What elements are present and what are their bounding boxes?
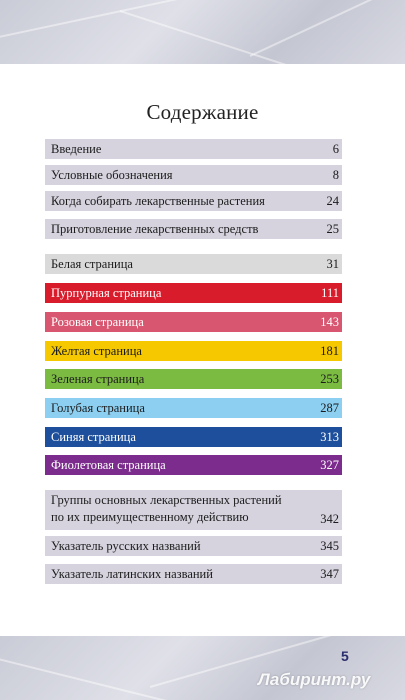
toc-entry-label: Указатель латинских названий: [51, 566, 213, 581]
toc-entry-page: 313: [320, 429, 339, 444]
toc-entry-page: 143: [320, 314, 339, 329]
page-title: Содержание: [146, 100, 259, 124]
toc-entry-harvest[interactable]: Когда собирать лекарственные растения 24: [45, 191, 342, 211]
toc-entry-page: 287: [320, 400, 339, 415]
toc-entry-label: Синяя страница: [51, 429, 136, 444]
toc-entry-symbols[interactable]: Условные обозначения 8: [45, 165, 342, 185]
toc-entry-label: Фиолетовая страница: [51, 457, 166, 472]
leaf-texture-bottom: [0, 636, 405, 700]
toc-entry-label: Розовая страница: [51, 314, 144, 329]
toc-entry-label: Указатель русских названий: [51, 538, 201, 553]
toc-entry-page: 345: [320, 538, 339, 553]
toc-entry-label: Пурпурная страница: [51, 285, 162, 300]
toc-entry-label-line2: по их преимущественному действию: [51, 510, 249, 524]
toc-entry-violet-page[interactable]: Фиолетовая страница 327: [45, 455, 342, 475]
toc-entry-page: 31: [326, 256, 340, 271]
toc-entry-page: 327: [320, 457, 339, 472]
toc-entry-page: 24: [326, 193, 340, 208]
toc-entry-introduction[interactable]: Введение 6: [45, 139, 342, 159]
toc-entry-page: 6: [332, 141, 339, 156]
toc-entry-green-page[interactable]: Зеленая страница 253: [45, 369, 342, 389]
toc-entry-page: 8: [332, 167, 339, 182]
toc-entry-yellow-page[interactable]: Желтая страница 181: [45, 341, 342, 361]
contents-page: Содержание Введение 6 Условные обозначен…: [0, 64, 405, 636]
toc-entry-page: 342: [320, 512, 339, 526]
toc-entry-label: Когда собирать лекарственные растения: [51, 193, 265, 208]
toc-entry-preparation[interactable]: Приготовление лекарственных средств 25: [45, 219, 342, 239]
page-number: 5: [341, 648, 349, 664]
toc-entry-label: Введение: [51, 141, 102, 156]
toc-entry-label: Группы основных лекарственных растений п…: [51, 492, 282, 526]
toc-entry-page: 181: [320, 343, 339, 358]
toc-entry-blue-page[interactable]: Синяя страница 313: [45, 427, 342, 447]
toc-entry-label: Приготовление лекарственных средств: [51, 221, 259, 236]
toc-entry-page: 253: [320, 371, 339, 386]
toc-entry-plant-groups[interactable]: Группы основных лекарственных растений п…: [45, 490, 342, 530]
watermark-logo: Лабиринт.ру: [258, 670, 371, 689]
toc-entry-light-blue-page[interactable]: Голубая страница 287: [45, 398, 342, 418]
leaf-texture-top: [0, 0, 405, 64]
toc-entry-page: 25: [326, 221, 340, 236]
toc-entry-white-page[interactable]: Белая страница 31: [45, 254, 342, 274]
toc-entry-label: Условные обозначения: [51, 167, 173, 182]
toc-entry-purple-page[interactable]: Пурпурная страница 111: [45, 283, 342, 303]
toc-entry-latin-index[interactable]: Указатель латинских названий 347: [45, 564, 342, 584]
toc-entry-label: Голубая страница: [51, 400, 145, 415]
toc-entry-page: 347: [320, 566, 339, 581]
toc-entry-label: Желтая страница: [51, 343, 142, 358]
toc-entry-label: Белая страница: [51, 256, 133, 271]
toc-entry-label: Зеленая страница: [51, 371, 145, 386]
toc-entry-russian-index[interactable]: Указатель русских названий 345: [45, 536, 342, 556]
toc-entry-label-line1: Группы основных лекарственных растений: [51, 493, 282, 507]
toc-entry-page: 111: [321, 285, 339, 300]
toc-entry-pink-page[interactable]: Розовая страница 143: [45, 312, 342, 332]
